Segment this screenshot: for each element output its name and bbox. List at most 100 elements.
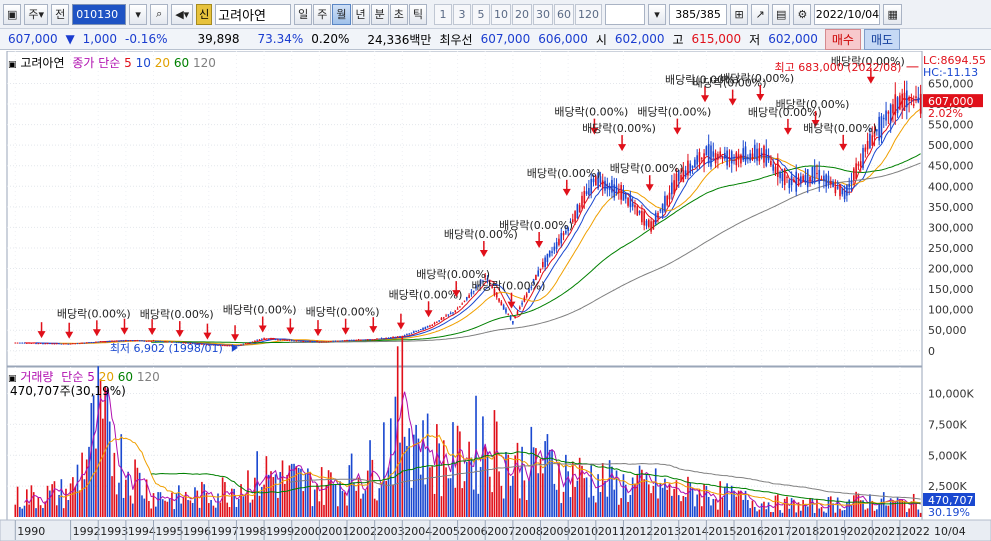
candle-body: [816, 173, 818, 175]
volume-bar: [320, 467, 323, 517]
step-button-1[interactable]: 3: [453, 3, 472, 25]
step-button-6[interactable]: 60: [554, 3, 575, 25]
candle-body: [592, 178, 595, 183]
volume-bar: [445, 467, 447, 517]
gear-icon[interactable]: ⚙: [793, 3, 812, 25]
year-label: 2014: [681, 525, 709, 538]
period-button-0[interactable]: 일: [294, 3, 313, 25]
candle-body: [228, 345, 231, 347]
step-dropdown-icon[interactable]: ▾: [648, 3, 667, 25]
volume-bar: [60, 479, 63, 517]
candle-body: [433, 322, 436, 325]
year-label: 1997: [211, 525, 239, 538]
sell-button[interactable]: 매도: [863, 28, 901, 50]
volume-bar: [436, 424, 438, 517]
candle-body: [912, 104, 915, 106]
volume-bar: [279, 471, 282, 517]
step-button-0[interactable]: 1: [434, 3, 453, 25]
price-change-pct: -0.16%: [125, 32, 168, 46]
period-button-5[interactable]: 초: [389, 3, 408, 25]
volume-bar: [468, 441, 470, 517]
grid-icon[interactable]: ⊞: [730, 3, 749, 25]
volume-bar: [180, 503, 182, 517]
volume-bar: [661, 487, 664, 517]
volume-bar: [49, 490, 51, 517]
year-label: 2018: [791, 525, 819, 538]
volume-bar: [507, 454, 510, 517]
high-label: 고: [672, 32, 684, 47]
period-button-6[interactable]: 틱: [408, 3, 428, 25]
volume-bar: [806, 506, 809, 517]
calendar-icon[interactable]: ▦: [883, 3, 902, 25]
period-button-2[interactable]: 월: [332, 3, 351, 25]
year-label: 2021: [874, 525, 902, 538]
volume-bar: [431, 466, 434, 517]
candle-body: [184, 342, 187, 344]
candle-body: [493, 289, 496, 295]
best-bid: 606,000: [538, 32, 588, 46]
candle-body: [905, 90, 908, 108]
period-button-3[interactable]: 년: [351, 3, 370, 25]
panel-icon[interactable]: ▣: [8, 60, 17, 70]
volume-bar: [419, 474, 422, 517]
volume-bar: [892, 500, 894, 517]
volume-bar: [850, 505, 853, 517]
period-button-1[interactable]: 주: [313, 3, 332, 25]
chart-settings-icon[interactable]: ▣: [3, 3, 22, 25]
candle-body: [320, 341, 323, 343]
candle-body: [371, 339, 374, 341]
scope-button[interactable]: 전: [51, 3, 70, 25]
candle-body: [882, 117, 885, 120]
period-button-4[interactable]: 분: [370, 3, 389, 25]
step-select[interactable]: [605, 3, 646, 25]
sound-icon[interactable]: ◀▾: [171, 3, 194, 25]
volume-bar: [477, 493, 480, 517]
candle-body: [281, 339, 284, 341]
volume-bar: [650, 493, 652, 517]
candle-body: [537, 270, 540, 277]
candle-body: [394, 336, 397, 338]
volume-bar: [440, 496, 443, 517]
period-prefix-dropdown[interactable]: 주 ▾: [24, 3, 49, 25]
date-field[interactable]: 2022/10/04: [814, 3, 881, 25]
trend-icon[interactable]: ↗: [751, 3, 770, 25]
candle-body: [362, 339, 364, 341]
buy-button[interactable]: 매수: [824, 28, 861, 50]
stock-chart[interactable]: 0 50,000 100,000 150,000 200,000 250,000 300,0…: [0, 51, 991, 541]
chart-canvas[interactable]: 0 50,000 100,000 150,000 200,000 250,000 300,0…: [0, 51, 991, 541]
step-button-2[interactable]: 5: [472, 3, 491, 25]
volume-bar: [816, 499, 818, 517]
save-icon[interactable]: ▤: [772, 3, 791, 25]
volume-bar: [161, 499, 164, 517]
candle-body: [544, 257, 546, 268]
stock-code-input[interactable]: 010130: [72, 3, 127, 25]
candle-body: [747, 157, 749, 159]
candle-body: [647, 219, 650, 227]
volume-panel-icon[interactable]: ▣: [8, 374, 17, 384]
volume-bar: [348, 465, 351, 517]
step-button-3[interactable]: 10: [491, 3, 512, 25]
volume-bar: [908, 508, 910, 517]
bar-count-field[interactable]: 385/385: [669, 3, 728, 25]
step-button-5[interactable]: 30: [533, 3, 554, 25]
dividend-arrow-icon: [92, 329, 101, 337]
candle-body: [620, 185, 622, 200]
volume-bar: [385, 480, 387, 517]
volume-bar: [825, 512, 827, 517]
volume-bar: [491, 492, 493, 517]
volume-bar: [760, 503, 763, 517]
volume-bar: [104, 386, 106, 517]
candle-body: [49, 343, 51, 345]
volume-bar: [265, 456, 268, 517]
volume-bar: [654, 468, 657, 517]
year-label: 2015: [708, 525, 736, 538]
candle-body: [214, 344, 217, 346]
candle-body: [673, 180, 675, 195]
dividend-label: 배당락(0.00%): [554, 106, 628, 119]
step-button-7[interactable]: 120: [575, 3, 603, 25]
volume-bar: [424, 484, 427, 517]
code-dropdown-icon[interactable]: ▾: [129, 3, 148, 25]
search-icon[interactable]: ⌕: [150, 3, 169, 25]
step-button-4[interactable]: 20: [512, 3, 533, 25]
year-label: 2016: [736, 525, 764, 538]
